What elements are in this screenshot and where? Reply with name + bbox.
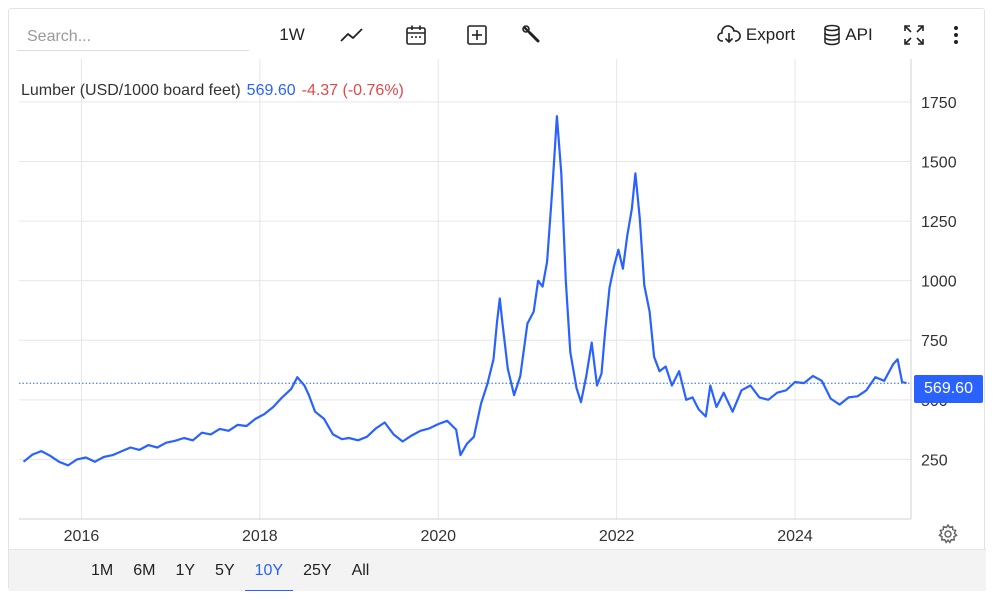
range-button-5y[interactable]: 5Y: [215, 562, 235, 579]
y-tick-label: 250: [921, 452, 948, 469]
calendar-icon[interactable]: [403, 21, 429, 49]
price-change: -4.37 (-0.76%): [301, 82, 404, 99]
range-button-6m[interactable]: 6M: [133, 562, 156, 579]
range-button-25y[interactable]: 25Y: [303, 562, 332, 579]
instrument-name: Lumber (USD/1000 board feet): [21, 82, 241, 99]
wrench-icon[interactable]: [519, 21, 545, 49]
last-price-badge: 569.60: [914, 375, 983, 403]
interval-label: 1W: [279, 25, 305, 44]
interval-button[interactable]: 1W: [277, 21, 307, 49]
y-tick-label: 1500: [921, 154, 957, 171]
line-chart-icon[interactable]: [339, 21, 365, 49]
range-buttons: 1M 6M 1Y 5Y 10Y 25Y All: [81, 550, 379, 592]
search-input[interactable]: [17, 23, 249, 51]
y-tick-label: 750: [921, 333, 948, 350]
x-tick-label: 2024: [777, 528, 813, 545]
series-line: [22, 115, 907, 467]
chart-header: Lumber (USD/1000 board feet) 569.60 -4.37 …: [21, 82, 404, 100]
x-tick-label: 2018: [242, 528, 278, 545]
export-button[interactable]: Export: [714, 21, 798, 49]
add-indicator-icon[interactable]: [464, 21, 490, 49]
range-button-1m[interactable]: 1M: [91, 562, 114, 579]
y-tick-label: 1000: [921, 274, 957, 291]
range-button-all[interactable]: All: [351, 562, 370, 579]
database-icon: [823, 24, 841, 46]
last-price: 569.60: [246, 82, 296, 99]
x-tick-label: 2016: [64, 528, 100, 545]
x-tick-label: 2020: [420, 528, 456, 545]
chart-widget: 1W Export API: [8, 8, 986, 591]
api-button[interactable]: API: [821, 21, 875, 49]
y-tick-label: 1750: [921, 95, 957, 112]
gear-icon[interactable]: [937, 523, 963, 549]
x-tick-label: 2022: [599, 528, 635, 545]
api-label: API: [845, 25, 873, 44]
range-button-10y[interactable]: 10Y: [244, 550, 294, 592]
y-tick-label: 1250: [921, 214, 957, 231]
export-label: Export: [745, 25, 796, 44]
fullscreen-icon[interactable]: [901, 21, 927, 49]
range-selector: 1M 6M 1Y 5Y 10Y 25Y All: [9, 549, 986, 591]
range-button-1y[interactable]: 1Y: [175, 562, 196, 579]
cloud-download-icon: [717, 25, 741, 45]
more-vertical-icon[interactable]: [947, 21, 965, 49]
line-chart[interactable]: 2505007501000125015001750201620182020202…: [9, 9, 984, 549]
toolbar: 1W Export API: [9, 9, 986, 59]
